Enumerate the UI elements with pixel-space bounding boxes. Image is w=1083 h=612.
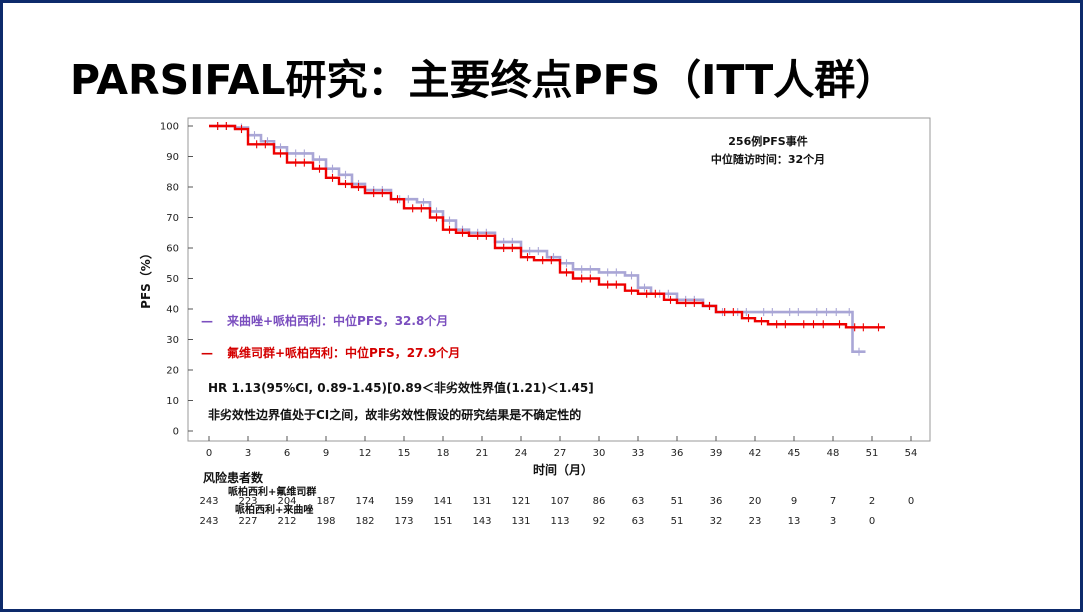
x-tick-label: 21 — [476, 448, 489, 459]
risk-cell: 151 — [433, 516, 452, 527]
x-tick-label: 6 — [284, 448, 290, 459]
risk-cell: 36 — [710, 496, 723, 507]
x-axis-label: 时间（月） — [533, 462, 593, 477]
risk-cell: 0 — [908, 496, 914, 507]
y-tick-label: 30 — [166, 335, 179, 346]
risk-cell: 51 — [671, 496, 684, 507]
risk-cell: 174 — [355, 496, 374, 507]
risk-cell: 92 — [593, 516, 606, 527]
slide-title: PARSIFAL研究：主要终点PFS（ITT人群） — [70, 56, 897, 104]
x-tick-label: 45 — [788, 448, 801, 459]
y-tick-label: 100 — [160, 122, 179, 133]
risk-cell: 182 — [355, 516, 374, 527]
events-annotation: 256例PFS事件 — [728, 134, 807, 148]
risk-cell: 121 — [511, 496, 530, 507]
x-tick-label: 15 — [398, 448, 411, 459]
y-tick-label: 40 — [166, 305, 179, 316]
risk-cell: 243 — [199, 496, 218, 507]
x-tick-label: 36 — [671, 448, 684, 459]
risk-cell: 212 — [277, 516, 296, 527]
y-tick-label: 70 — [166, 213, 179, 224]
x-tick-label: 30 — [593, 448, 606, 459]
conclusion-annotation: 非劣效性边界值处于CI之间，故非劣效性假设的研究结果是不确定性的 — [208, 407, 581, 422]
x-tick-label: 3 — [245, 448, 251, 459]
followup-annotation: 中位随访时间：32个月 — [711, 152, 825, 166]
risk-cell: 159 — [394, 496, 413, 507]
risk-cell: 32 — [710, 516, 723, 527]
y-tick-label: 60 — [166, 244, 179, 255]
plot-frame — [187, 117, 931, 442]
risk-cell: 223 — [238, 496, 257, 507]
y-tick-label: 10 — [166, 396, 179, 407]
x-tick-label: 54 — [905, 448, 918, 459]
x-tick-label: 12 — [359, 448, 372, 459]
y-tick-label: 20 — [166, 366, 179, 377]
risk-cell: 20 — [749, 496, 762, 507]
risk-cell: 63 — [632, 516, 645, 527]
x-tick-label: 27 — [554, 448, 567, 459]
y-tick-label: 90 — [166, 152, 179, 163]
x-tick-label: 51 — [866, 448, 879, 459]
risk-cell: 243 — [199, 516, 218, 527]
risk-cell: 107 — [550, 496, 569, 507]
risk-cell: 51 — [671, 516, 684, 527]
risk-cell: 131 — [472, 496, 491, 507]
y-tick-label: 50 — [166, 274, 179, 285]
x-tick-label: 39 — [710, 448, 723, 459]
risk-cell: 141 — [433, 496, 452, 507]
x-tick-label: 24 — [515, 448, 528, 459]
legend-marker: — — [201, 346, 213, 360]
risk-cell: 7 — [830, 496, 836, 507]
risk-cell: 227 — [238, 516, 257, 527]
x-tick-label: 9 — [323, 448, 329, 459]
risk-cell: 0 — [869, 516, 875, 527]
risk-row-label: 哌柏西利+来曲唑 — [235, 503, 313, 516]
risk-row-label: 哌柏西利+氟维司群 — [228, 485, 316, 498]
risk-cell: 3 — [830, 516, 836, 527]
hr-annotation: HR 1.13(95%CI, 0.89-1.45)[0.89＜非劣效性界值(1.… — [208, 380, 594, 395]
x-tick-label: 0 — [206, 448, 212, 459]
risk-table-title: 风险患者数 — [203, 470, 264, 485]
risk-cell: 2 — [869, 496, 875, 507]
risk-cell: 63 — [632, 496, 645, 507]
risk-cell: 173 — [394, 516, 413, 527]
x-tick-label: 33 — [632, 448, 645, 459]
y-tick-label: 80 — [166, 183, 179, 194]
risk-cell: 113 — [550, 516, 569, 527]
km-curve — [209, 124, 885, 329]
legend-marker: — — [201, 314, 213, 328]
risk-cell: 13 — [788, 516, 801, 527]
risk-cell: 23 — [749, 516, 762, 527]
legend-label: 氟维司群+哌柏西利：中位PFS，27.9个月 — [227, 345, 460, 360]
legend-label: 来曲唑+哌柏西利：中位PFS，32.8个月 — [226, 313, 448, 328]
risk-cell: 198 — [316, 516, 335, 527]
y-tick-label: 0 — [173, 427, 179, 438]
risk-cell: 143 — [472, 516, 491, 527]
x-tick-label: 42 — [749, 448, 762, 459]
risk-cell: 204 — [277, 496, 296, 507]
risk-cell: 187 — [316, 496, 335, 507]
y-axis-label: PFS（%） — [138, 247, 153, 309]
x-tick-label: 48 — [827, 448, 840, 459]
risk-cell: 9 — [791, 496, 797, 507]
x-tick-label: 18 — [437, 448, 450, 459]
risk-cell: 131 — [511, 516, 530, 527]
risk-cell: 86 — [593, 496, 606, 507]
